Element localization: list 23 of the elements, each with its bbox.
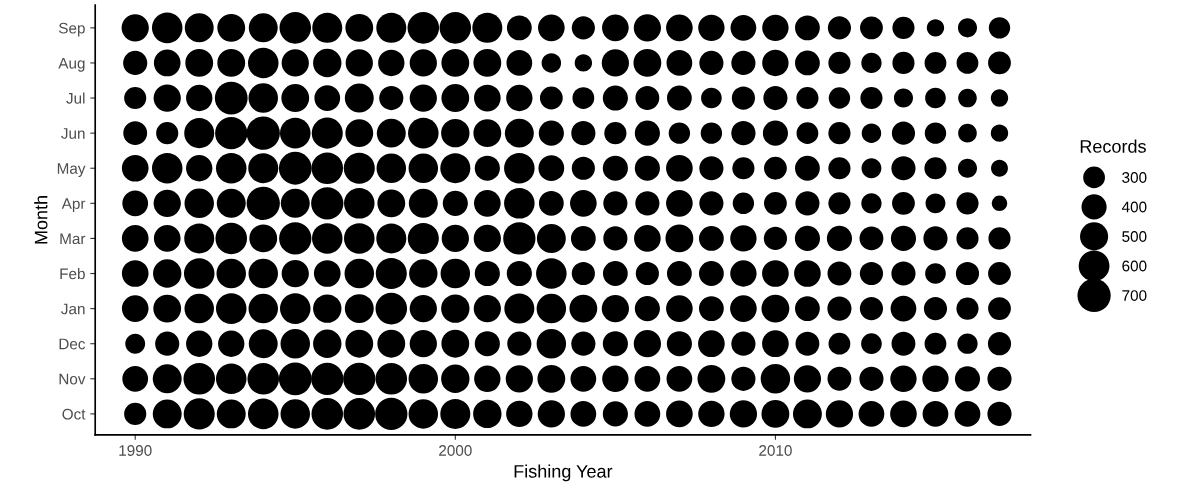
y-tick-label: Aug <box>58 57 85 72</box>
legend-label: 600 <box>1122 260 1147 272</box>
legend-label: 400 <box>1121 201 1147 213</box>
y-tick-label: Mar <box>60 233 86 245</box>
y-tick-label: Nov <box>59 373 86 385</box>
y-tick-label: May <box>57 163 86 177</box>
y-axis-title: Month <box>34 196 48 244</box>
y-tick-label: Apr <box>61 198 86 213</box>
y-tick-label: Oct <box>62 408 86 420</box>
y-tick-label: Feb <box>60 267 85 280</box>
y-tick-label: Jun <box>61 128 85 139</box>
legend-label: 500 <box>1122 231 1147 242</box>
y-tick-label: Jul <box>66 92 85 104</box>
y-tick-label: Dec <box>59 338 86 350</box>
x-tick-label: 1990 <box>119 445 152 456</box>
x-tick-label: 2010 <box>759 445 792 456</box>
x-tick-label: 2000 <box>439 445 472 456</box>
x-axis-title: Fishing Year <box>514 464 613 482</box>
legend-label: 700 <box>1122 290 1147 301</box>
legend-title: Records <box>1080 139 1146 153</box>
y-tick-label: Sep <box>58 22 85 37</box>
y-tick-label: Jan <box>61 303 85 315</box>
legend-label: 300 <box>1122 172 1147 183</box>
